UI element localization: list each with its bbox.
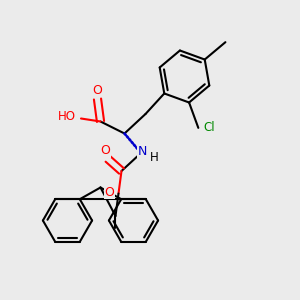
Text: N: N (138, 145, 147, 158)
Text: O: O (93, 83, 102, 97)
Text: O: O (101, 144, 110, 157)
Text: O: O (105, 185, 114, 199)
Text: HO: HO (58, 110, 76, 124)
Text: Cl: Cl (203, 122, 214, 134)
Text: H: H (150, 151, 159, 164)
